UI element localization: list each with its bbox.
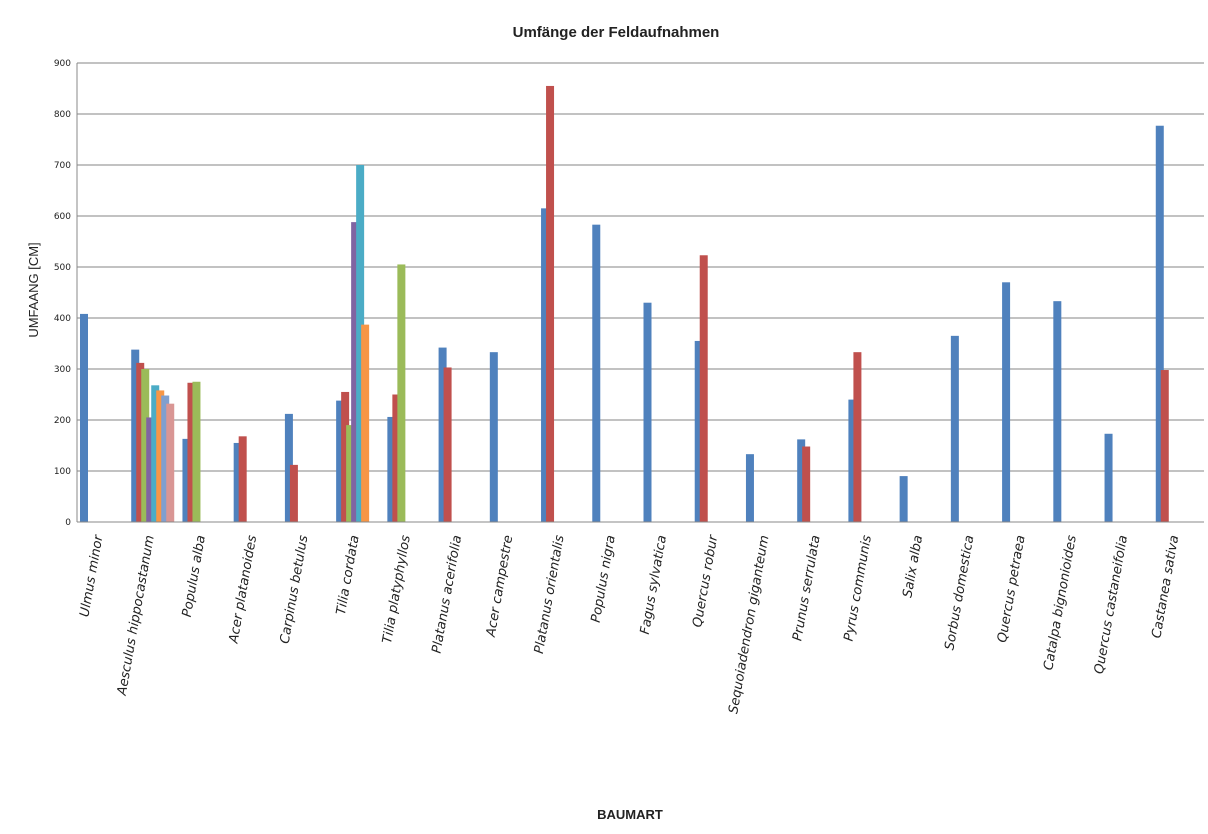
bar: [438, 347, 447, 522]
x-category-label: Quercus robur: [690, 532, 721, 628]
bar: [141, 369, 150, 522]
x-category-label: Fagus sylvatica: [638, 534, 670, 636]
bar: [392, 394, 401, 522]
bar: [443, 367, 452, 522]
x-category-label: Carpinus betulus: [278, 534, 312, 645]
bar: [136, 362, 145, 522]
x-axis-categories: Ulmus minor Aesculus hippocastanum Populus…: [77, 532, 1182, 714]
y-tick-label: 0: [65, 518, 71, 528]
x-category-label: Prunus serrulata: [790, 534, 823, 642]
x-category-label: Populus alba: [180, 534, 209, 618]
x-category-label: Populus nigra: [589, 534, 619, 624]
bar: [1104, 433, 1113, 522]
gridlines: [77, 62, 1204, 472]
bar: [745, 454, 754, 522]
y-tick-label: 700: [54, 161, 71, 171]
chart-title: Umfänge der Feldaufnahmen: [513, 24, 720, 41]
bar: [146, 417, 155, 522]
bar: [592, 224, 601, 523]
bar: [131, 349, 140, 522]
bar: [351, 222, 360, 522]
y-tick-label: 100: [54, 467, 71, 477]
y-tick-label: 500: [54, 263, 71, 273]
bar: [346, 425, 355, 522]
y-tick-label: 900: [54, 59, 71, 69]
bar: [336, 400, 345, 522]
bar: [797, 439, 806, 522]
x-category-label: Acer campestre: [484, 534, 517, 639]
bar: [341, 391, 350, 522]
y-axis-title: UMFAANG [CM]: [26, 242, 41, 337]
bar: [1002, 282, 1011, 522]
bar: [361, 324, 370, 522]
bar: [489, 352, 498, 522]
x-category-label: Aesculus hippocastanum: [115, 534, 158, 697]
bar: [1160, 370, 1169, 522]
bar: [694, 340, 703, 522]
x-axis-title: BAUMART: [597, 807, 663, 822]
bar: [1053, 301, 1062, 522]
y-axis-ticks: 0 100 200 300 400 500 600 700 800 900: [54, 59, 71, 528]
bar: [699, 255, 708, 522]
bar: [156, 390, 165, 522]
bar: [284, 413, 293, 522]
bar: [80, 313, 88, 522]
bar: [182, 438, 191, 522]
bar: [161, 395, 170, 522]
bar: [151, 385, 160, 522]
x-category-label: Platanus orientalis: [532, 534, 568, 655]
x-category-label: Tilia cordata: [334, 534, 363, 616]
bar: [192, 381, 201, 522]
bar: [289, 464, 298, 522]
bar: [802, 446, 811, 522]
x-category-label: Sequoiadendron giganteum: [726, 534, 772, 715]
bar: [541, 208, 550, 522]
bar: [233, 442, 242, 522]
bar: [187, 382, 196, 522]
bars: [80, 85, 1169, 523]
bar: [848, 399, 857, 522]
bar: [397, 264, 406, 522]
bar: [950, 335, 959, 522]
bar: [853, 352, 862, 522]
x-category-label: Tilia platyphyllos: [380, 534, 414, 645]
x-category-label: Acer platanoides: [226, 534, 260, 645]
x-category-label: Catalpa bignonioides: [1041, 534, 1080, 672]
x-category-label: Platanus acerifolia: [430, 534, 466, 654]
y-tick-label: 400: [54, 314, 71, 324]
bar: [238, 436, 247, 522]
bar: [546, 85, 555, 522]
x-category-label: Castanea sativa: [1149, 534, 1182, 639]
y-tick-label: 300: [54, 365, 71, 375]
y-tick-label: 800: [54, 110, 71, 120]
bar: [1155, 125, 1164, 522]
bar: [356, 165, 365, 522]
y-tick-label: 200: [54, 416, 71, 426]
bar: [166, 403, 175, 522]
x-category-label: Salix alba: [900, 534, 926, 599]
bar: [899, 476, 908, 522]
bar: [643, 302, 652, 522]
bar: [387, 416, 396, 522]
x-category-label: Sorbus domestica: [942, 534, 977, 651]
y-tick-label: 600: [54, 212, 71, 222]
x-category-label: Ulmus minor: [77, 532, 106, 618]
x-category-label: Quercus petraea: [995, 534, 1029, 644]
x-category-label: Pyrus communis: [842, 534, 875, 643]
x-category-label: Quercus castaneifolia: [1092, 534, 1131, 675]
